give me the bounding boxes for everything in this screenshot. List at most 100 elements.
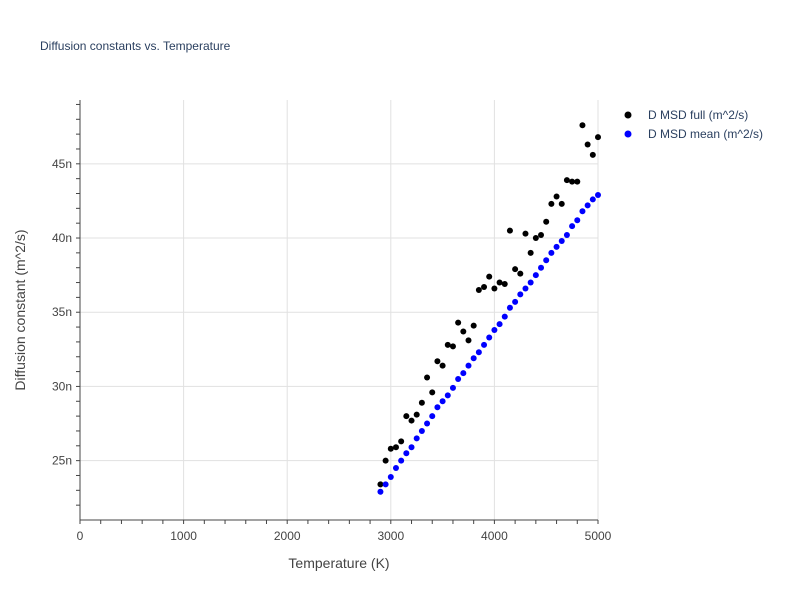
data-point-full[interactable]	[527, 249, 534, 256]
data-point-full[interactable]	[595, 134, 601, 141]
data-point-mean[interactable]	[563, 232, 570, 239]
data-point-full[interactable]	[429, 389, 436, 396]
data-point-mean[interactable]	[553, 243, 560, 250]
data-point-mean[interactable]	[398, 457, 405, 464]
data-point-mean[interactable]	[470, 355, 477, 362]
x-tick-label: 2000	[274, 529, 301, 543]
data-point-full[interactable]	[449, 343, 456, 350]
data-point-full[interactable]	[470, 322, 477, 329]
x-tick-label: 1000	[170, 529, 197, 543]
data-point-mean[interactable]	[501, 313, 508, 320]
y-axis-title: Diffusion constant (m^2/s)	[12, 229, 28, 390]
chart-title: Diffusion constants vs. Temperature	[40, 39, 231, 53]
data-point-mean[interactable]	[455, 376, 462, 383]
data-point-mean[interactable]	[377, 488, 384, 495]
x-axis-title: Temperature (K)	[288, 555, 389, 571]
data-point-full[interactable]	[506, 227, 513, 234]
data-point-full[interactable]	[548, 200, 555, 207]
data-point-mean[interactable]	[429, 413, 436, 420]
data-point-mean[interactable]	[449, 384, 456, 391]
data-point-full[interactable]	[558, 200, 565, 207]
data-point-full[interactable]	[501, 281, 508, 288]
data-point-mean[interactable]	[569, 223, 576, 230]
data-point-full[interactable]	[392, 444, 399, 451]
data-point-mean[interactable]	[382, 481, 389, 488]
data-point-mean[interactable]	[574, 217, 581, 224]
data-point-mean[interactable]	[512, 298, 519, 305]
data-point-mean[interactable]	[548, 249, 555, 256]
data-point-full[interactable]	[434, 358, 441, 365]
data-point-mean[interactable]	[408, 444, 415, 451]
data-point-full[interactable]	[408, 417, 415, 424]
data-point-full[interactable]	[532, 235, 539, 242]
data-point-full[interactable]	[491, 285, 498, 292]
data-point-mean[interactable]	[543, 257, 550, 264]
data-point-mean[interactable]	[486, 334, 493, 341]
data-point-full[interactable]	[512, 266, 519, 273]
data-point-mean[interactable]	[481, 341, 488, 348]
data-point-mean[interactable]	[532, 272, 539, 279]
data-point-full[interactable]	[460, 328, 467, 335]
data-point-mean[interactable]	[434, 404, 441, 411]
data-point-mean[interactable]	[460, 370, 467, 377]
data-point-mean[interactable]	[418, 427, 425, 434]
legend[interactable]: D MSD full (m^2/s) D MSD mean (m^2/s)	[624, 108, 763, 141]
data-point-mean[interactable]	[538, 264, 545, 271]
data-point-full[interactable]	[522, 230, 529, 237]
data-point-full[interactable]	[579, 122, 586, 129]
data-point-mean[interactable]	[579, 208, 586, 215]
data-point-mean[interactable]	[496, 321, 503, 328]
data-point-mean[interactable]	[403, 450, 410, 457]
data-point-mean[interactable]	[527, 279, 534, 286]
y-tick-label: 45n	[52, 157, 72, 171]
data-point-full[interactable]	[543, 218, 550, 225]
data-point-full[interactable]	[444, 341, 451, 348]
data-point-mean[interactable]	[444, 392, 451, 399]
data-point-mean[interactable]	[522, 285, 529, 292]
data-point-full[interactable]	[475, 286, 482, 293]
data-point-full[interactable]	[538, 232, 545, 239]
data-point-full[interactable]	[413, 411, 420, 418]
data-point-full[interactable]	[481, 283, 488, 290]
data-point-mean[interactable]	[387, 473, 394, 480]
data-point-mean[interactable]	[491, 327, 498, 334]
data-point-full[interactable]	[496, 279, 503, 286]
data-point-mean[interactable]	[517, 291, 524, 298]
data-point-mean[interactable]	[392, 465, 399, 472]
legend-item-mean[interactable]: D MSD mean (m^2/s)	[624, 127, 763, 141]
legend-label-full: D MSD full (m^2/s)	[648, 108, 748, 122]
data-point-full[interactable]	[377, 481, 384, 488]
data-point-full[interactable]	[589, 151, 596, 158]
data-point-mean[interactable]	[424, 420, 431, 427]
data-point-full[interactable]	[439, 362, 446, 369]
x-tick-label: 4000	[481, 529, 508, 543]
data-point-full[interactable]	[569, 178, 576, 185]
data-point-mean[interactable]	[506, 304, 513, 311]
data-point-mean[interactable]	[475, 349, 482, 356]
data-point-full[interactable]	[486, 273, 493, 280]
legend-item-full[interactable]: D MSD full (m^2/s)	[624, 108, 749, 122]
y-tick-label: 30n	[52, 379, 72, 393]
data-point-full[interactable]	[553, 193, 560, 200]
data-point-full[interactable]	[418, 399, 425, 406]
data-point-mean[interactable]	[465, 362, 472, 369]
data-point-mean[interactable]	[413, 435, 420, 442]
data-point-full[interactable]	[574, 178, 581, 185]
data-point-full[interactable]	[455, 319, 462, 326]
data-point-full[interactable]	[382, 457, 389, 464]
data-point-full[interactable]	[563, 177, 570, 184]
data-point-full[interactable]	[403, 413, 410, 420]
data-point-mean[interactable]	[439, 398, 446, 405]
data-point-full[interactable]	[465, 337, 472, 344]
data-point-mean[interactable]	[589, 196, 596, 203]
x-tick-label: 3000	[377, 529, 404, 543]
data-point-full[interactable]	[584, 141, 591, 148]
data-point-mean[interactable]	[595, 191, 601, 198]
data-point-mean[interactable]	[558, 237, 565, 244]
data-point-full[interactable]	[424, 374, 431, 381]
data-point-mean[interactable]	[584, 202, 591, 209]
data-point-full[interactable]	[387, 445, 394, 452]
data-point-full[interactable]	[517, 270, 524, 277]
data-point-full[interactable]	[398, 438, 405, 445]
axis-ticks: 0 1000 2000 3000 4000 5000 25n 30n 35n 40n 45n	[52, 103, 612, 543]
